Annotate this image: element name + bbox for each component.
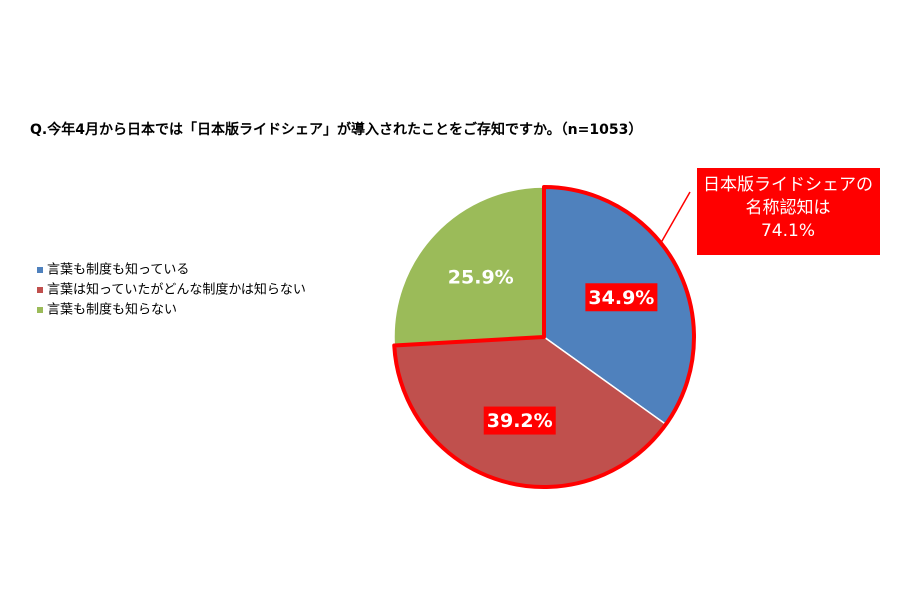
chart-title: Q.今年4月から日本では「日本版ライドシェア」が導入されたことをご存知ですか。（… (30, 121, 642, 138)
callout-text: 日本版ライドシェアの (703, 175, 873, 195)
label-box (585, 283, 658, 312)
callout-text: 名称認知は (746, 198, 831, 218)
value-label: 25.9% (448, 267, 514, 289)
callout-text: 74.1% (761, 221, 815, 241)
legend-swatch (37, 307, 43, 313)
legend-swatch (37, 267, 43, 273)
callout-box (697, 168, 880, 255)
legend-label: 言葉も制度も知っている (47, 262, 189, 278)
highlight-outline (392, 185, 696, 489)
legend-label: 言葉は知っていたがどんな制度かは知らない (47, 282, 306, 298)
legend-label: 言葉も制度も知らない (47, 302, 177, 318)
value-label: 34.9% (588, 287, 654, 309)
label-box (483, 406, 556, 435)
legend-swatch (37, 287, 43, 293)
pie-slice (393, 186, 545, 347)
value-label: 39.2% (487, 410, 553, 432)
